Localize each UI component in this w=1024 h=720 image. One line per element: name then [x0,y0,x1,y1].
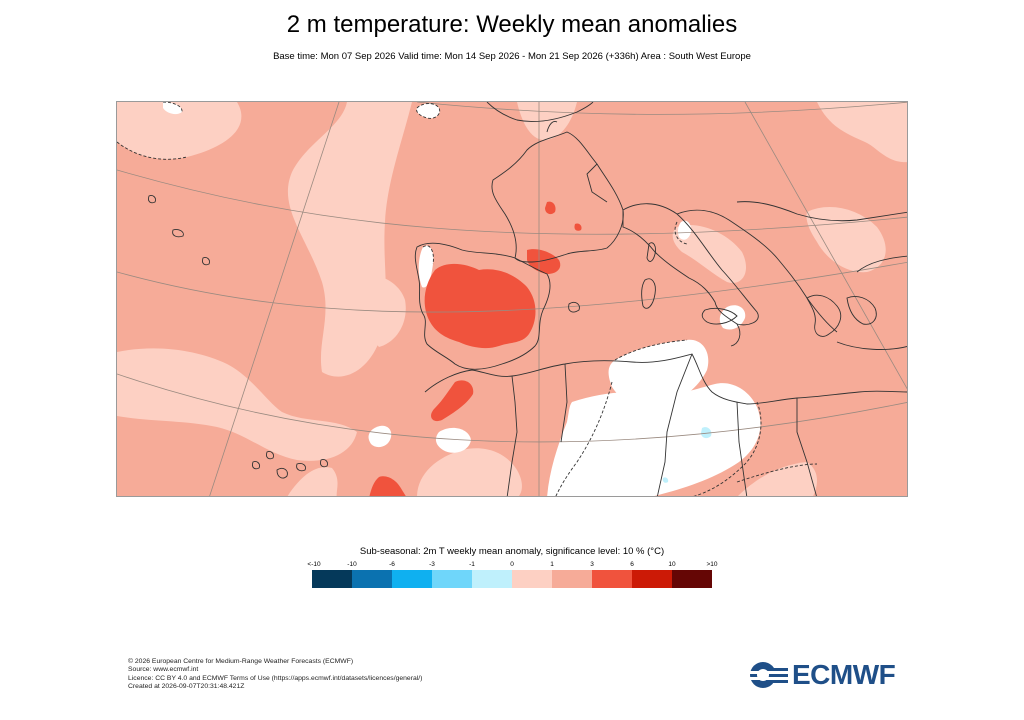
legend-title: Sub-seasonal: 2m T weekly mean anomaly, … [359,546,665,557]
logo-text: ECMWF [792,659,896,690]
strong-anomaly-areas [369,201,582,496]
significance-contours [117,102,818,496]
chart-title: 2 m temperature: Weekly mean anomalies [286,11,738,38]
legend-swatch [552,570,592,588]
light-anomaly-areas [117,102,907,496]
graticule-lines [117,102,907,496]
ecmwf-logo-icon [748,662,788,688]
legend-colorbar [312,570,712,588]
legend-tick: -3 [429,561,435,568]
legend-swatch [632,570,672,588]
legend-tick: >10 [706,561,718,568]
legend-tick: 1 [550,561,554,568]
legend-tick: <-10 [307,561,321,568]
footer-source: Source: www.ecmwf.int [128,666,199,674]
cool-anomaly-patches [662,427,712,483]
legend-swatch [312,570,352,588]
legend-tick: 0 [510,561,514,568]
footer-copyright: © 2026 European Centre for Medium-Range … [128,658,354,665]
legend-tick: 6 [630,561,634,568]
legend-swatch [512,570,552,588]
legend-swatch [592,570,632,588]
legend-tick-labels: <-10 -10 -6 -3 -1 0 1 3 6 10 >10 [300,561,730,571]
coastlines [148,102,907,496]
footer-licence: Licence: CC BY 4.0 and ECMWF Terms of Us… [128,674,423,682]
not-significant-areas [163,102,761,496]
map-canvas [117,102,907,496]
legend-swatch [672,570,712,588]
chart-subtitle: Base time: Mon 07 Sep 2026 Valid time: M… [273,51,751,62]
ecmwf-logo: ECMWF [748,659,896,690]
legend-tick: 10 [668,561,676,568]
legend-tick: -1 [469,561,475,568]
anomaly-map [116,101,908,497]
legend-tick: -10 [347,561,357,568]
legend-tick: -6 [389,561,395,568]
footer-created: Created at 2026-09-07T20:31:48.421Z [128,682,245,690]
legend-swatch [352,570,392,588]
legend-swatch [392,570,432,588]
legend-swatch [432,570,472,588]
legend-tick: 3 [590,561,594,568]
footer-credits: © 2026 European Centre for Medium-Range … [128,658,422,691]
legend-swatch [472,570,512,588]
